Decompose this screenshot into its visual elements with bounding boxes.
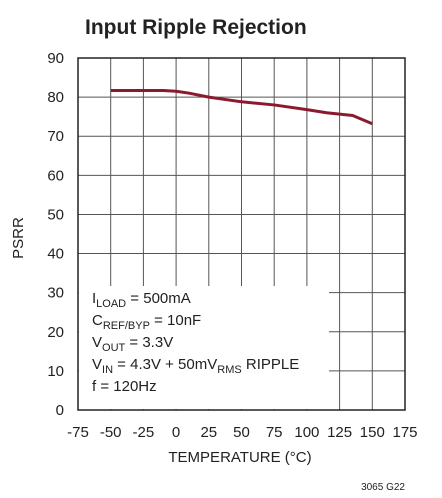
x-tick-label: 125: [327, 424, 352, 441]
y-tick-label: 20: [47, 324, 64, 341]
x-tick-label: -75: [67, 424, 89, 441]
annotation-line: VIN = 4.3V + 50mVRMS RIPPLE: [92, 356, 299, 376]
annotation-background: [79, 286, 329, 409]
y-tick-label: 0: [56, 402, 64, 419]
annotation-text: f = 120Hz: [92, 378, 157, 395]
annotation-line: f = 120Hz: [92, 378, 157, 395]
x-tick-label: -25: [133, 424, 155, 441]
y-tick-label: 90: [47, 50, 64, 67]
annotation-text: = 500mA: [126, 290, 191, 307]
annotation-subscript: REF/BYP: [103, 320, 150, 332]
chart-title: Input Ripple Rejection: [85, 16, 307, 39]
annotation-text: V: [92, 356, 102, 373]
x-tick-label: 100: [294, 424, 319, 441]
annotation-subscript: IN: [102, 364, 113, 376]
annotation-text: RIPPLE: [242, 356, 300, 373]
annotation-line: CREF/BYP = 10nF: [92, 312, 201, 332]
x-tick-label: 175: [392, 424, 417, 441]
y-tick-label: 50: [47, 206, 64, 223]
x-tick-label: -50: [100, 424, 122, 441]
y-axis-label: PSRR: [10, 217, 27, 259]
x-axis-label: TEMPERATURE (°C): [168, 449, 311, 466]
y-tick-label: 60: [47, 167, 64, 184]
annotation-text: V: [92, 334, 102, 351]
annotation-text: = 3.3V: [125, 334, 173, 351]
x-tick-label: 25: [200, 424, 217, 441]
annotation-subscript: OUT: [102, 342, 126, 354]
annotation-text: C: [92, 312, 103, 329]
annotation-text: I: [92, 290, 96, 307]
annotation-text: = 4.3V + 50mV: [113, 356, 217, 373]
x-tick-label: 150: [360, 424, 385, 441]
data-line: [110, 88, 373, 126]
footnote: 3065 G22: [361, 482, 405, 493]
plot-frame: [77, 57, 406, 411]
annotation-line: VOUT = 3.3V: [92, 334, 173, 354]
y-tick-label: 30: [47, 285, 64, 302]
annotation-line: ILOAD = 500mA: [92, 290, 191, 310]
annotation-subscript: LOAD: [96, 298, 126, 310]
x-tick-label: 50: [233, 424, 250, 441]
x-tick-label: 75: [266, 424, 283, 441]
annotation-subscript: RMS: [217, 364, 241, 376]
y-tick-label: 70: [47, 128, 64, 145]
y-tick-label: 80: [47, 89, 64, 106]
annotation-text: = 10nF: [150, 312, 201, 329]
y-tick-label: 40: [47, 246, 64, 263]
y-tick-label: 10: [47, 363, 64, 380]
x-tick-label: 0: [172, 424, 180, 441]
